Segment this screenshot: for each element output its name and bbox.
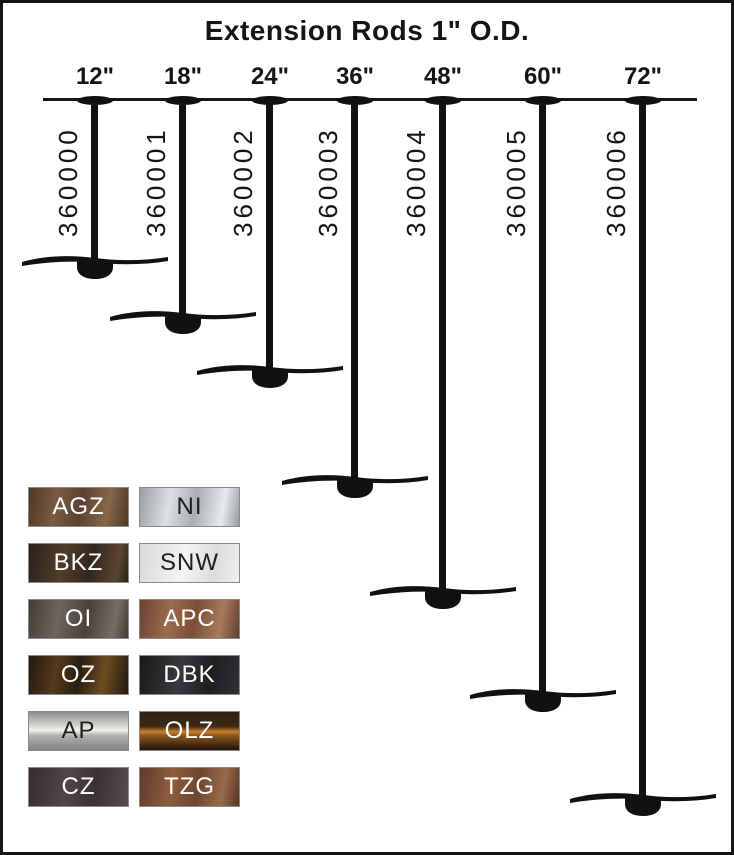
finish-swatch-oz[interactable]: OZ <box>28 655 129 695</box>
extension-rod <box>539 100 546 699</box>
fan-icon <box>570 793 716 816</box>
finish-swatch-oi[interactable]: OI <box>28 599 129 639</box>
finish-swatch-ni[interactable]: NI <box>139 487 240 527</box>
rod-length-label: 36" <box>335 63 375 90</box>
page-title: Extension Rods 1" O.D. <box>204 15 530 46</box>
finish-swatch-apc[interactable]: APC <box>139 599 240 639</box>
rod-model-number: 360000 <box>53 126 83 237</box>
rod-model-number: 360003 <box>313 126 343 237</box>
finish-swatch-agz[interactable]: AGZ <box>28 487 129 527</box>
rod-length-label: 72" <box>623 63 663 90</box>
fan-icon <box>470 689 616 712</box>
finish-swatch-snw[interactable]: SNW <box>139 543 240 583</box>
fan-icon <box>282 475 428 498</box>
rod-model-number: 360004 <box>401 126 431 237</box>
extension-rod <box>439 100 446 596</box>
finish-swatch-olz[interactable]: OLZ <box>139 711 240 751</box>
extension-rod <box>179 100 186 321</box>
fan-icon <box>110 311 256 334</box>
fan-icon <box>22 256 168 279</box>
fan-icon <box>370 586 516 609</box>
extension-rod <box>266 100 273 375</box>
finish-swatch-grid: AGZ NI BKZ SNW OI APC OZ DBK AP OLZ CZ T… <box>28 487 240 807</box>
rod-model-number: 360005 <box>501 126 531 237</box>
finish-swatch-dbk[interactable]: DBK <box>139 655 240 695</box>
rod-model-number: 360006 <box>601 126 631 237</box>
finish-swatch-ap[interactable]: AP <box>28 711 129 751</box>
extension-rod <box>91 100 98 265</box>
fan-icon <box>197 365 343 388</box>
rod-length-label: 12" <box>75 63 115 90</box>
rod-length-label: 48" <box>423 63 463 90</box>
rod-length-label: 18" <box>163 63 203 90</box>
rod-length-label: 24" <box>250 63 290 90</box>
finish-swatch-tzg[interactable]: TZG <box>139 767 240 807</box>
extension-rod <box>351 100 358 485</box>
finish-swatch-bkz[interactable]: BKZ <box>28 543 129 583</box>
rod-model-number: 360002 <box>228 126 258 237</box>
finish-swatch-cz[interactable]: CZ <box>28 767 129 807</box>
rod-length-label: 60" <box>523 63 563 90</box>
extension-rod <box>639 100 646 803</box>
rod-model-number: 360001 <box>141 126 171 237</box>
